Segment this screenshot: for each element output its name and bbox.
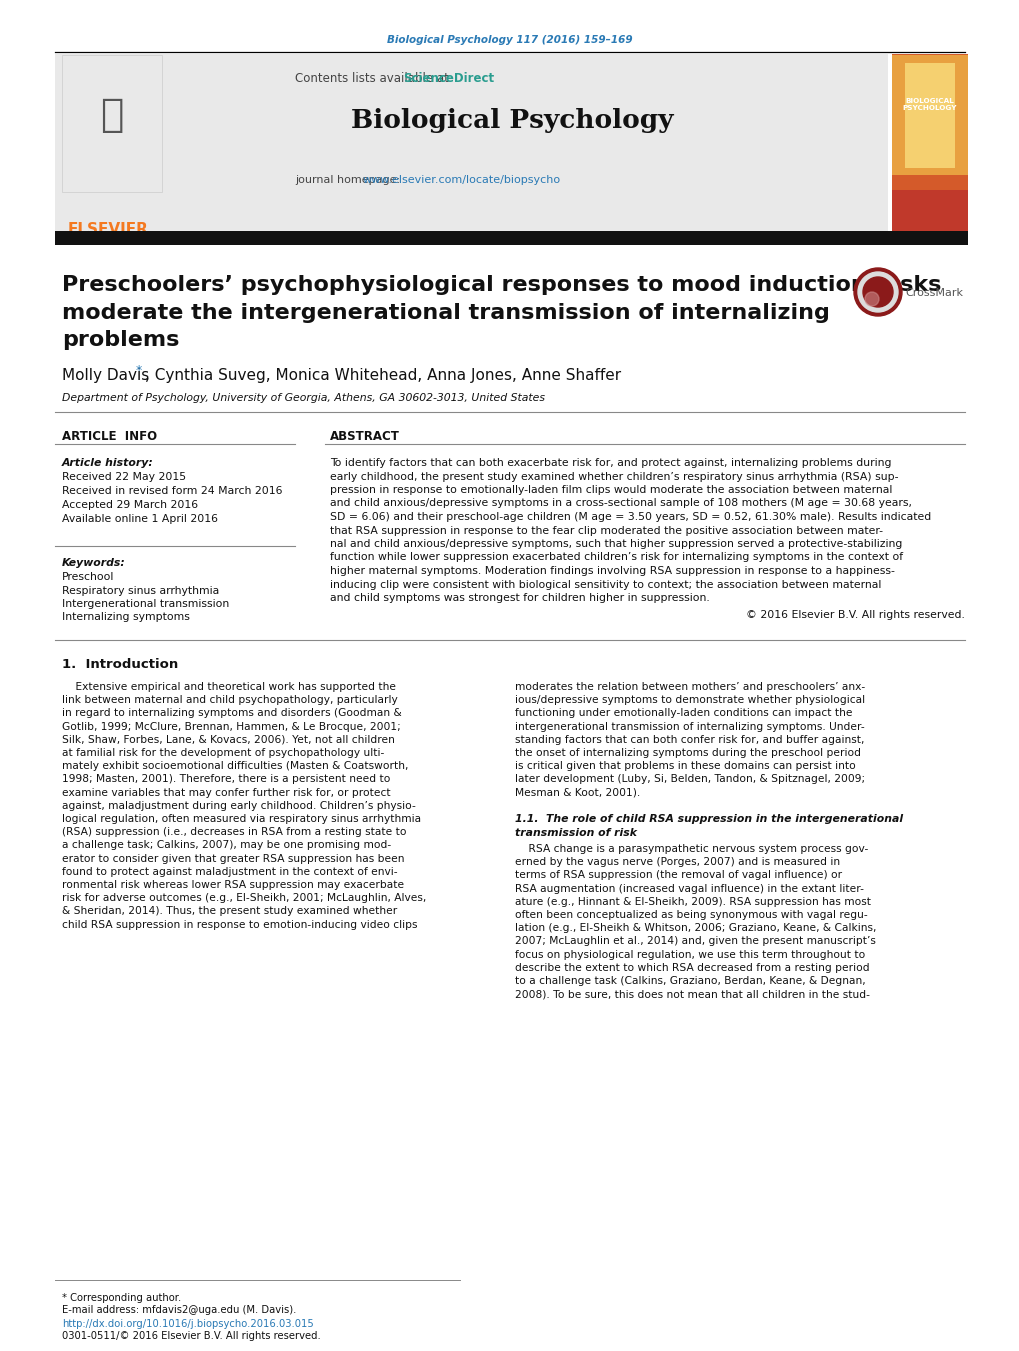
Text: Article history:: Article history: bbox=[62, 458, 154, 467]
Text: is critical given that problems in these domains can persist into: is critical given that problems in these… bbox=[515, 761, 855, 771]
Text: Biological Psychology: Biological Psychology bbox=[351, 108, 673, 132]
Text: RSA change is a parasympathetic nervous system process gov-: RSA change is a parasympathetic nervous … bbox=[515, 844, 867, 854]
Text: a challenge task; Calkins, 2007), may be one promising mod-: a challenge task; Calkins, 2007), may be… bbox=[62, 840, 391, 850]
Text: Biological Psychology 117 (2016) 159–169: Biological Psychology 117 (2016) 159–169 bbox=[387, 35, 632, 45]
Text: Mesman & Koot, 2001).: Mesman & Koot, 2001). bbox=[515, 788, 640, 797]
Text: functioning under emotionally-laden conditions can impact the: functioning under emotionally-laden cond… bbox=[515, 708, 852, 719]
Text: Keywords:: Keywords: bbox=[62, 558, 125, 567]
Text: early childhood, the present study examined whether children’s respiratory sinus: early childhood, the present study exami… bbox=[330, 471, 898, 481]
Text: transmission of risk: transmission of risk bbox=[515, 828, 637, 838]
Text: Intergenerational transmission: Intergenerational transmission bbox=[62, 598, 229, 609]
Bar bbox=[904, 63, 954, 168]
Text: Available online 1 April 2016: Available online 1 April 2016 bbox=[62, 513, 218, 524]
Text: higher maternal symptoms. Moderation findings involving RSA suppression in respo: higher maternal symptoms. Moderation fin… bbox=[330, 566, 894, 576]
Text: (RSA) suppression (i.e., decreases in RSA from a resting state to: (RSA) suppression (i.e., decreases in RS… bbox=[62, 827, 407, 838]
Text: moderates the relation between mothers’ and preschoolers’ anx-: moderates the relation between mothers’ … bbox=[515, 682, 864, 692]
Text: erned by the vagus nerve (Porges, 2007) and is measured in: erned by the vagus nerve (Porges, 2007) … bbox=[515, 857, 840, 867]
Text: CrossMark: CrossMark bbox=[904, 288, 962, 299]
Bar bbox=[892, 54, 967, 232]
Text: 0301-0511/© 2016 Elsevier B.V. All rights reserved.: 0301-0511/© 2016 Elsevier B.V. All right… bbox=[62, 1331, 320, 1342]
Text: link between maternal and child psychopathology, particularly: link between maternal and child psychopa… bbox=[62, 696, 397, 705]
Bar bbox=[55, 54, 888, 232]
Text: found to protect against maladjustment in the context of envi-: found to protect against maladjustment i… bbox=[62, 867, 397, 877]
Text: 1.  Introduction: 1. Introduction bbox=[62, 658, 178, 671]
Text: against, maladjustment during early childhood. Children’s physio-: against, maladjustment during early chil… bbox=[62, 801, 416, 811]
Text: journal homepage:: journal homepage: bbox=[294, 176, 404, 185]
Text: Gotlib, 1999; McClure, Brennan, Hammen, & Le Brocque, 2001;: Gotlib, 1999; McClure, Brennan, Hammen, … bbox=[62, 721, 400, 732]
Circle shape bbox=[857, 272, 897, 312]
Text: function while lower suppression exacerbated children’s risk for internalizing s: function while lower suppression exacerb… bbox=[330, 553, 902, 562]
Text: ronmental risk whereas lower RSA suppression may exacerbate: ronmental risk whereas lower RSA suppres… bbox=[62, 880, 404, 890]
Text: focus on physiological regulation, we use this term throughout to: focus on physiological regulation, we us… bbox=[515, 950, 864, 959]
Text: child RSA suppression in response to emotion-inducing video clips: child RSA suppression in response to emo… bbox=[62, 920, 417, 929]
Text: at familial risk for the development of psychopathology ulti-: at familial risk for the development of … bbox=[62, 748, 384, 758]
Text: describe the extent to which RSA decreased from a resting period: describe the extent to which RSA decreas… bbox=[515, 963, 869, 973]
Text: moderate the intergenerational transmission of internalizing: moderate the intergenerational transmiss… bbox=[62, 303, 829, 323]
Text: later development (Luby, Si, Belden, Tandon, & Spitznagel, 2009;: later development (Luby, Si, Belden, Tan… bbox=[515, 774, 864, 785]
Text: 1.1.  The role of child RSA suppression in the intergenerational: 1.1. The role of child RSA suppression i… bbox=[515, 815, 902, 824]
Text: 2007; McLaughlin et al., 2014) and, given the present manuscript’s: 2007; McLaughlin et al., 2014) and, give… bbox=[515, 936, 875, 947]
Text: * Corresponding author.: * Corresponding author. bbox=[62, 1293, 181, 1302]
Text: that RSA suppression in response to the fear clip moderated the positive associa: that RSA suppression in response to the … bbox=[330, 526, 882, 535]
Text: Preschool: Preschool bbox=[62, 571, 114, 582]
Circle shape bbox=[862, 277, 892, 307]
Text: intergenerational transmission of internalizing symptoms. Under-: intergenerational transmission of intern… bbox=[515, 721, 864, 732]
Text: erator to consider given that greater RSA suppression has been: erator to consider given that greater RS… bbox=[62, 854, 405, 863]
Text: examine variables that may confer further risk for, or protect: examine variables that may confer furthe… bbox=[62, 788, 390, 797]
Text: Respiratory sinus arrhythmia: Respiratory sinus arrhythmia bbox=[62, 585, 219, 596]
Text: terms of RSA suppression (the removal of vagal influence) or: terms of RSA suppression (the removal of… bbox=[515, 870, 842, 881]
Text: and child anxious/depressive symptoms in a cross-sectional sample of 108 mothers: and child anxious/depressive symptoms in… bbox=[330, 499, 911, 508]
Text: To identify factors that can both exacerbate risk for, and protect against, inte: To identify factors that can both exacer… bbox=[330, 458, 891, 467]
Text: 1998; Masten, 2001). Therefore, there is a persistent need to: 1998; Masten, 2001). Therefore, there is… bbox=[62, 774, 390, 785]
Text: Department of Psychology, University of Georgia, Athens, GA 30602-3013, United S: Department of Psychology, University of … bbox=[62, 393, 544, 403]
Text: in regard to internalizing symptoms and disorders (Goodman &: in regard to internalizing symptoms and … bbox=[62, 708, 401, 719]
Text: ABSTRACT: ABSTRACT bbox=[330, 430, 399, 443]
Text: lation (e.g., El-Sheikh & Whitson, 2006; Graziano, Keane, & Calkins,: lation (e.g., El-Sheikh & Whitson, 2006;… bbox=[515, 923, 875, 934]
Text: www.elsevier.com/locate/biopsycho: www.elsevier.com/locate/biopsycho bbox=[363, 176, 560, 185]
Circle shape bbox=[853, 267, 901, 316]
Text: Received 22 May 2015: Received 22 May 2015 bbox=[62, 471, 185, 482]
Text: standing factors that can both confer risk for, and buffer against,: standing factors that can both confer ri… bbox=[515, 735, 863, 744]
Text: the onset of internalizing symptoms during the preschool period: the onset of internalizing symptoms duri… bbox=[515, 748, 860, 758]
Text: Extensive empirical and theoretical work has supported the: Extensive empirical and theoretical work… bbox=[62, 682, 395, 692]
Text: & Sheridan, 2014). Thus, the present study examined whether: & Sheridan, 2014). Thus, the present stu… bbox=[62, 907, 396, 916]
Bar bbox=[892, 55, 967, 176]
Text: Silk, Shaw, Forbes, Lane, & Kovacs, 2006). Yet, not all children: Silk, Shaw, Forbes, Lane, & Kovacs, 2006… bbox=[62, 735, 394, 744]
Text: Accepted 29 March 2016: Accepted 29 March 2016 bbox=[62, 500, 198, 509]
Text: Preschoolers’ psychophysiological responses to mood induction tasks: Preschoolers’ psychophysiological respon… bbox=[62, 276, 941, 295]
Text: E-mail address: mfdavis2@uga.edu (M. Davis).: E-mail address: mfdavis2@uga.edu (M. Dav… bbox=[62, 1305, 297, 1315]
Text: ARTICLE  INFO: ARTICLE INFO bbox=[62, 430, 157, 443]
Text: logical regulation, often measured via respiratory sinus arrhythmia: logical regulation, often measured via r… bbox=[62, 815, 421, 824]
Text: ELSEVIER: ELSEVIER bbox=[68, 222, 149, 236]
Bar bbox=[892, 54, 967, 190]
Text: Molly Davis: Molly Davis bbox=[62, 367, 149, 382]
Text: ScienceDirect: ScienceDirect bbox=[403, 72, 493, 85]
Text: pression in response to emotionally-laden film clips would moderate the associat: pression in response to emotionally-lade… bbox=[330, 485, 892, 494]
Text: mately exhibit socioemotional difficulties (Masten & Coatsworth,: mately exhibit socioemotional difficulti… bbox=[62, 761, 408, 771]
Text: 2008). To be sure, this does not mean that all children in the stud-: 2008). To be sure, this does not mean th… bbox=[515, 989, 869, 1000]
Text: *: * bbox=[136, 363, 142, 377]
Text: BIOLOGICAL
PSYCHOLOGY: BIOLOGICAL PSYCHOLOGY bbox=[902, 99, 956, 112]
Text: Internalizing symptoms: Internalizing symptoms bbox=[62, 612, 190, 623]
Text: Received in revised form 24 March 2016: Received in revised form 24 March 2016 bbox=[62, 486, 282, 496]
Text: inducing clip were consistent with biological sensitivity to context; the associ: inducing clip were consistent with biolo… bbox=[330, 580, 880, 589]
Text: ature (e.g., Hinnant & El-Sheikh, 2009). RSA suppression has most: ature (e.g., Hinnant & El-Sheikh, 2009).… bbox=[515, 897, 870, 907]
Bar bbox=[55, 231, 967, 245]
Circle shape bbox=[864, 292, 878, 305]
Text: nal and child anxious/depressive symptoms, such that higher suppression served a: nal and child anxious/depressive symptom… bbox=[330, 539, 902, 549]
Text: Contents lists available at: Contents lists available at bbox=[294, 72, 452, 85]
Text: © 2016 Elsevier B.V. All rights reserved.: © 2016 Elsevier B.V. All rights reserved… bbox=[745, 611, 964, 620]
Text: , Cynthia Suveg, Monica Whitehead, Anna Jones, Anne Shaffer: , Cynthia Suveg, Monica Whitehead, Anna … bbox=[145, 367, 621, 382]
Text: to a challenge task (Calkins, Graziano, Berdan, Keane, & Degnan,: to a challenge task (Calkins, Graziano, … bbox=[515, 975, 865, 986]
Text: risk for adverse outcomes (e.g., El-Sheikh, 2001; McLaughlin, Alves,: risk for adverse outcomes (e.g., El-Shei… bbox=[62, 893, 426, 904]
Text: SD = 6.06) and their preschool-age children (M age = 3.50 years, SD = 0.52, 61.3: SD = 6.06) and their preschool-age child… bbox=[330, 512, 930, 521]
Text: RSA augmentation (increased vagal influence) in the extant liter-: RSA augmentation (increased vagal influe… bbox=[515, 884, 863, 893]
Text: http://dx.doi.org/10.1016/j.biopsycho.2016.03.015: http://dx.doi.org/10.1016/j.biopsycho.20… bbox=[62, 1319, 314, 1329]
Text: and child symptoms was strongest for children higher in suppression.: and child symptoms was strongest for chi… bbox=[330, 593, 709, 603]
Text: often been conceptualized as being synonymous with vagal regu-: often been conceptualized as being synon… bbox=[515, 911, 867, 920]
Text: 🌲: 🌲 bbox=[100, 96, 123, 134]
Bar bbox=[62, 55, 162, 192]
Text: ious/depressive symptoms to demonstrate whether physiological: ious/depressive symptoms to demonstrate … bbox=[515, 696, 864, 705]
Text: problems: problems bbox=[62, 330, 179, 350]
